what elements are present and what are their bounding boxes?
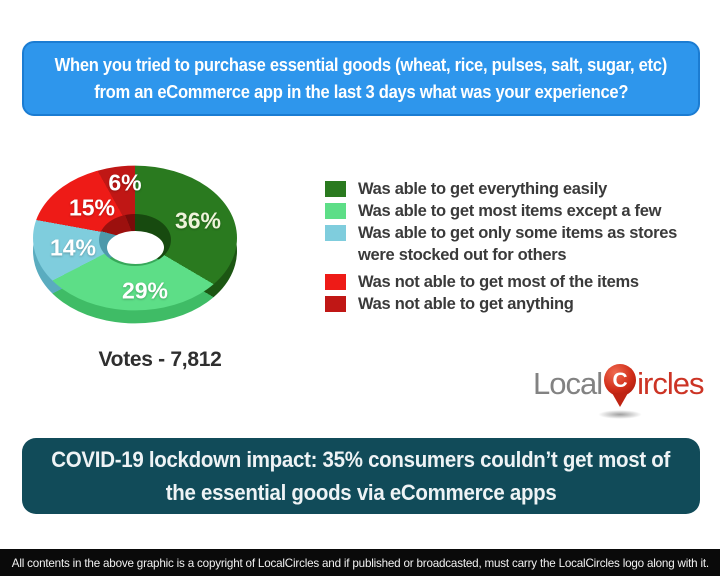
legend: Was able to get everything easily Was ab… [325, 178, 697, 315]
logo-text-local: Local [533, 360, 602, 404]
legend-label-line-2: were stocked out for others [358, 246, 566, 264]
legend-swatch-dark-red [325, 296, 346, 312]
slice-label-not-anything: 6% [108, 170, 141, 197]
legend-item-everything-easily: Was able to get everything easily [325, 178, 697, 200]
legend-label: Was not able to get most of the items [358, 271, 639, 293]
legend-item-most-items: Was able to get most items except a few [325, 200, 697, 222]
infographic-page: When you tried to purchase essential goo… [0, 0, 720, 576]
legend-item-some-items: Was able to get only some items as store… [325, 222, 697, 266]
legend-label: Was able to get everything easily [358, 178, 607, 200]
copyright-text: All contents in the above graphic is a c… [11, 556, 708, 570]
legend-swatch-red [325, 274, 346, 290]
pie-center-hole [107, 231, 164, 264]
localcircles-logo: Local C ircles [533, 360, 703, 422]
question-banner: When you tried to purchase essential goo… [22, 41, 700, 116]
pin-shadow [598, 410, 642, 419]
legend-label: Was able to get most items except a few [358, 200, 661, 222]
legend-item-not-anything: Was not able to get anything [325, 293, 697, 315]
donut-chart: 36% 29% 14% 15% 6% [33, 136, 237, 350]
legend-label: Was not able to get anything [358, 293, 574, 315]
slice-label-most-items: 29% [122, 278, 168, 305]
slice-label-not-most: 15% [69, 195, 115, 222]
question-line-1: When you tried to purchase essential goo… [55, 52, 667, 79]
slice-label-some-items: 14% [50, 235, 96, 262]
logo-text-ircles: ircles [637, 360, 703, 404]
legend-swatch-light-blue [325, 225, 346, 241]
logo-location-pin-icon: C [603, 360, 637, 422]
legend-swatch-light-green [325, 203, 346, 219]
pin-letter-c: C [613, 370, 628, 391]
legend-label: Was able to get only some items as store… [358, 222, 677, 266]
votes-label: Votes - 7,812 [55, 348, 265, 372]
pin-tail [612, 393, 628, 407]
conclusion-line-2: the essential goods via eCommerce apps [166, 476, 557, 509]
legend-label-line-1: Was able to get only some items as store… [358, 224, 677, 242]
conclusion-banner: COVID-19 lockdown impact: 35% consumers … [22, 438, 700, 514]
legend-item-not-most: Was not able to get most of the items [325, 271, 697, 293]
legend-swatch-dark-green [325, 181, 346, 197]
conclusion-line-1: COVID-19 lockdown impact: 35% consumers … [52, 443, 671, 476]
copyright-footer: All contents in the above graphic is a c… [0, 549, 720, 576]
pin-circle: C [604, 364, 636, 396]
slice-label-everything-easily: 36% [175, 208, 221, 235]
question-line-2: from an eCommerce app in the last 3 days… [94, 79, 628, 106]
